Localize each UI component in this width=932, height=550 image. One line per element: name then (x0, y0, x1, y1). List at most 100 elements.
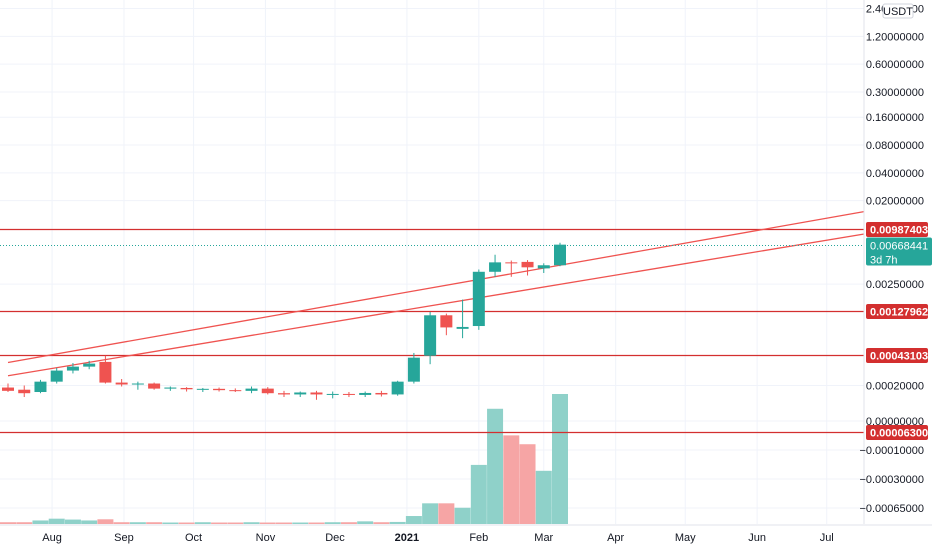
candle-body[interactable] (407, 357, 420, 382)
trend-line[interactable] (7, 230, 883, 377)
candle-body[interactable] (50, 370, 63, 382)
volume-bar (211, 522, 228, 524)
time-tick-label: Jun (748, 532, 766, 544)
volume-bar (16, 522, 33, 524)
volume-bar (519, 444, 536, 524)
volume-bar (454, 507, 471, 524)
candle-body[interactable] (115, 382, 128, 385)
time-tick-label: Nov (256, 532, 276, 544)
currency-tag[interactable] (882, 3, 914, 19)
volume-bar (32, 520, 49, 524)
volume-bar (438, 503, 455, 524)
time-tick-label: Feb (469, 532, 488, 544)
volume-bar (129, 522, 146, 524)
candle-body[interactable] (229, 390, 242, 392)
volume-bar (113, 522, 130, 524)
volume-bar (324, 522, 341, 524)
last-price-value: 0.00668441 (870, 241, 928, 253)
volume-bar (81, 520, 98, 524)
candle-body[interactable] (391, 381, 404, 395)
volume-bar (357, 521, 374, 524)
candle-body[interactable] (213, 388, 226, 391)
candle-body[interactable] (99, 361, 112, 383)
volume-bar (178, 522, 195, 524)
time-tick-label: Dec (325, 532, 345, 544)
last-price-badge (866, 237, 932, 266)
trend-lines[interactable] (7, 207, 883, 377)
candle-body[interactable] (521, 261, 534, 268)
time-tick-label: Oct (185, 532, 202, 544)
time-tick-label: May (675, 532, 696, 544)
level-badge (866, 425, 928, 440)
time-tick-label: Jul (820, 532, 834, 544)
price-tick-label: −0.00010000 (859, 445, 924, 457)
volume-bar (389, 521, 406, 524)
level-labels: 0.00987403 0.00127962 0.00043103 0.00006300 (866, 222, 928, 440)
candle-body[interactable] (440, 315, 453, 328)
candle-body[interactable] (342, 393, 355, 395)
volume-layer (0, 394, 568, 524)
volume-bar (535, 470, 552, 524)
price-tick-label: 0.16000000 (866, 112, 924, 124)
volume-bar (64, 519, 81, 524)
price-tick-label: 0.60000000 (866, 59, 924, 71)
candle-body[interactable] (164, 387, 177, 389)
time-tick-label: 2021 (395, 532, 419, 544)
candle-body[interactable] (34, 381, 47, 393)
time-tick-label: Aug (42, 532, 62, 544)
volume-bar (340, 522, 357, 524)
candle-body[interactable] (310, 392, 323, 395)
axis-corner (864, 526, 932, 550)
price-tick-label: −0.00030000 (859, 474, 924, 486)
price-axis[interactable]: 2.400000001.200000000.600000000.30000000… (859, 4, 924, 515)
level-badge (866, 304, 928, 319)
price-tick-label: 0.02000000 (866, 196, 924, 208)
candle-body[interactable] (148, 383, 161, 389)
candle-body[interactable] (18, 389, 31, 394)
price-tick-label: 0.00250000 (866, 279, 924, 291)
level-badge (866, 222, 928, 237)
candle-body[interactable] (180, 387, 193, 390)
candle-body[interactable] (2, 387, 14, 391)
candle-body[interactable] (131, 383, 144, 385)
volume-bar (227, 522, 244, 524)
time-axis[interactable]: Aug Sep Oct Nov Dec 2021 Feb Mar Apr May Jun Jul (42, 532, 833, 544)
level-price-label: 0.00043103 (870, 351, 928, 363)
candle-body[interactable] (505, 262, 518, 264)
bar-countdown: 3d 7h (870, 255, 898, 267)
candle-body[interactable] (326, 393, 339, 395)
candle-body[interactable] (554, 244, 566, 266)
candle-body[interactable] (424, 315, 437, 356)
candle-body[interactable] (359, 392, 372, 395)
candle-body[interactable] (278, 393, 290, 395)
time-tick-label: Mar (534, 532, 553, 544)
candle-body[interactable] (375, 392, 388, 395)
volume-bar (470, 464, 487, 524)
volume-bar (405, 516, 422, 524)
volume-bar (373, 522, 390, 524)
volume-bar (146, 522, 163, 524)
level-price-label: 0.00127962 (870, 307, 928, 319)
volume-bar (487, 408, 504, 524)
volume-bar (422, 503, 439, 524)
candle-layer[interactable] (2, 242, 566, 400)
volume-bar (259, 522, 276, 524)
candle-body[interactable] (294, 392, 307, 395)
candle-body[interactable] (196, 388, 209, 390)
trend-line[interactable] (7, 207, 883, 364)
candle-body[interactable] (66, 366, 79, 371)
candle-body[interactable] (245, 388, 258, 391)
candle-body[interactable] (261, 388, 274, 394)
candle-body[interactable] (83, 363, 96, 367)
level-price-label: 0.00006300 (870, 428, 928, 440)
candle-body[interactable] (456, 326, 469, 329)
level-badge (866, 348, 928, 363)
time-tick-label: Apr (607, 532, 624, 544)
candle-body[interactable] (472, 271, 485, 327)
candle-body[interactable] (489, 262, 502, 272)
candle-body[interactable] (537, 265, 550, 269)
volume-bar (162, 522, 179, 524)
